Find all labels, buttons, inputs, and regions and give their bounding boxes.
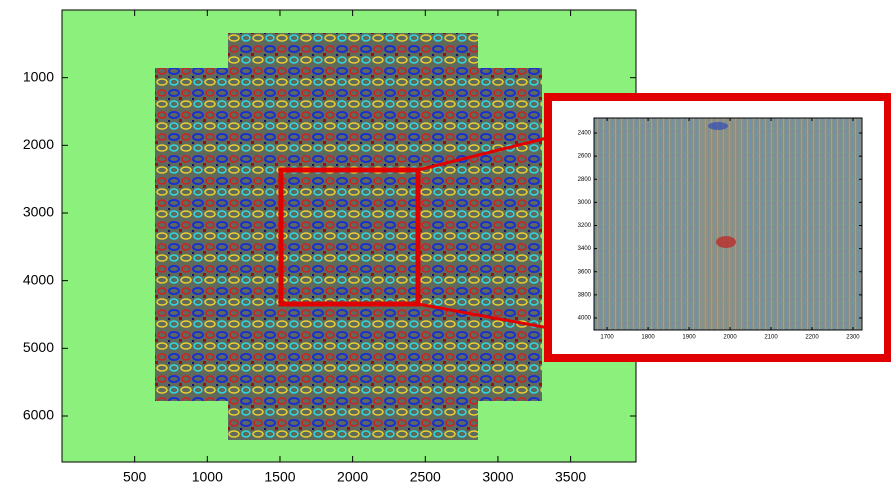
image-region (155, 68, 542, 401)
x-tick-label: 1900 (682, 335, 696, 341)
y-tick-label: 5000 (23, 339, 54, 355)
y-tick-label: 3600 (578, 269, 592, 275)
x-tick-label: 2200 (805, 335, 819, 341)
x-tick-label: 3500 (555, 469, 586, 485)
x-tick-label: 1000 (192, 469, 223, 485)
inset-plot: 1700 1800 1900 2000 2100 2200 2300 2400 2600 2800… (578, 118, 862, 341)
y-tick-label: 1000 (23, 68, 54, 84)
x-tick-label: 2100 (764, 335, 778, 341)
image-region (716, 236, 736, 248)
x-tick-label: 2500 (410, 469, 441, 485)
x-tick-label: 2000 (723, 335, 737, 341)
x-tick-label: 500 (123, 469, 147, 485)
chart: 500 1000 1500 2000 2500 3000 3500 1000 2000 3000 4… (0, 0, 891, 485)
y-tick-label: 3000 (23, 204, 54, 220)
image-region (708, 122, 728, 130)
y-tick-label: 3800 (578, 292, 592, 298)
x-tick-label: 1800 (641, 335, 655, 341)
x-tick-label: 1700 (600, 335, 614, 341)
x-tick-label: 2000 (337, 469, 368, 485)
image-region (700, 118, 740, 330)
y-tick-label: 2800 (578, 177, 592, 183)
x-tick-label: 2300 (846, 335, 860, 341)
y-tick-label: 4000 (578, 316, 592, 322)
y-tick-label: 6000 (23, 407, 54, 423)
y-tick-label: 3400 (578, 246, 592, 252)
y-tick-label: 2400 (578, 131, 592, 137)
x-tick-label: 3000 (482, 469, 513, 485)
y-tick-label: 2000 (23, 136, 54, 152)
x-tick-label: 1500 (264, 469, 295, 485)
y-tick-label: 3000 (578, 200, 592, 206)
y-tick-label: 4000 (23, 271, 54, 287)
y-tick-label: 3200 (578, 223, 592, 229)
y-tick-label: 2600 (578, 154, 592, 160)
